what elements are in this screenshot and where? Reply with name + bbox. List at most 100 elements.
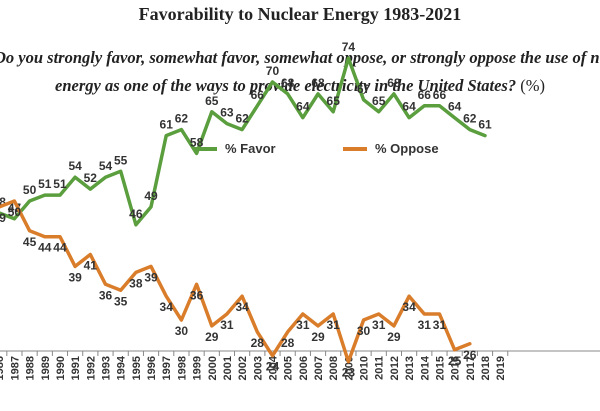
data-label-oppose: 34 — [402, 300, 416, 314]
data-label-favor: 70 — [266, 64, 280, 78]
x-tick-label: 2016 — [450, 356, 462, 380]
data-label-favor: 54 — [99, 159, 113, 173]
chart-legend: % Favor % Oppose — [0, 141, 600, 163]
data-label-oppose: 31 — [296, 318, 310, 332]
data-label-oppose: 34 — [235, 300, 249, 314]
legend-item-oppose: % Oppose — [343, 141, 439, 156]
x-tick-label: 1993 — [101, 356, 113, 380]
x-tick-label: 1995 — [131, 356, 143, 380]
subtitle-line-2: energy as one of the ways to provide ele… — [0, 72, 600, 100]
x-tick-label: 2001 — [222, 356, 234, 380]
legend-swatch-favor — [193, 146, 217, 151]
x-tick-label: 2003 — [252, 356, 264, 380]
data-label-oppose: 45 — [23, 235, 37, 249]
series-line-oppose — [0, 199, 472, 364]
data-label-oppose: 26 — [463, 348, 477, 362]
data-label-favor: 55 — [114, 153, 128, 167]
data-label-favor: 62 — [463, 112, 477, 126]
legend-label-oppose: % Oppose — [375, 141, 439, 156]
legend-label-favor: % Favor — [225, 141, 276, 156]
data-label-favor: 49 — [144, 189, 158, 203]
subtitle-unit: (%) — [520, 76, 545, 95]
x-tick-label: 1992 — [85, 356, 97, 380]
x-tick-label: 2005 — [283, 356, 295, 380]
x-tick-label: 2009 — [343, 356, 355, 380]
data-label-favor: 51 — [38, 177, 52, 191]
data-label-oppose: 44 — [53, 241, 67, 255]
data-label-favor: 54 — [68, 159, 82, 173]
data-label-favor: 62 — [175, 112, 189, 126]
data-label-favor: 50 — [23, 183, 37, 197]
data-label-favor: 68 — [281, 76, 295, 90]
x-tick-label: 2011 — [374, 356, 386, 380]
data-label-favor: 66 — [251, 88, 265, 102]
data-label-oppose: 34 — [160, 300, 174, 314]
data-label-oppose: 49 — [0, 211, 6, 225]
x-tick-label: 2004 — [267, 355, 279, 380]
data-label-oppose: 31 — [433, 318, 447, 332]
data-label-favor: 74 — [342, 40, 356, 54]
data-label-favor: 61 — [478, 118, 492, 132]
data-label-oppose: 30 — [175, 324, 189, 338]
data-label-oppose: 39 — [68, 270, 82, 284]
x-tick-label: 1999 — [192, 356, 204, 380]
data-label-favor: 46 — [129, 207, 143, 221]
x-tick-label: 2017 — [465, 356, 477, 380]
x-tick-label: 2015 — [434, 356, 446, 380]
data-label-favor: 66 — [418, 88, 432, 102]
data-label-oppose: 41 — [84, 259, 98, 273]
legend-swatch-oppose — [343, 146, 367, 151]
data-label-oppose: 28 — [251, 336, 265, 350]
data-label-oppose: 24 — [266, 360, 280, 374]
x-tick-label: 2008 — [328, 356, 340, 380]
x-tick-label: 1989 — [40, 356, 52, 380]
data-label-favor: 52 — [84, 171, 98, 185]
data-label-favor: 65 — [372, 94, 386, 108]
x-tick-label: 1986 — [0, 356, 6, 380]
data-label-oppose: 38 — [129, 276, 143, 290]
data-label-favor: 66 — [433, 88, 447, 102]
data-label-favor: 68 — [311, 76, 325, 90]
data-label-favor: 63 — [220, 106, 234, 120]
data-label-oppose: 31 — [220, 318, 234, 332]
legend-item-favor: % Favor — [193, 141, 276, 156]
data-label-oppose: 31 — [372, 318, 386, 332]
x-tick-label: 2007 — [313, 356, 325, 380]
data-label-favor: 62 — [235, 112, 249, 126]
x-tick-label: 2010 — [359, 356, 371, 380]
chart-subtitle: Do you strongly favor, somewhat favor, s… — [0, 44, 600, 100]
data-label-oppose: 36 — [99, 288, 113, 302]
data-label-oppose: 36 — [190, 288, 204, 302]
data-label-favor: 51 — [53, 177, 67, 191]
data-label-favor: 64 — [448, 100, 462, 114]
data-label-favor: 65 — [205, 94, 219, 108]
x-tick-label: 1988 — [25, 356, 37, 380]
data-label-favor: 61 — [160, 118, 174, 132]
data-label-favor: 67 — [357, 82, 371, 96]
x-tick-label: 2019 — [495, 356, 507, 380]
x-tick-label: 1991 — [70, 356, 82, 380]
x-tick-label: 2006 — [298, 356, 310, 380]
x-tick-label: 1990 — [55, 356, 67, 380]
data-label-oppose: 35 — [114, 294, 128, 308]
data-label-oppose: 31 — [327, 318, 341, 332]
data-label-oppose: 29 — [205, 330, 219, 344]
x-tick-label: 2000 — [207, 356, 219, 380]
data-label-oppose: 29 — [311, 330, 325, 344]
chart-title: Favorability to Nuclear Energy 1983-2021 — [138, 4, 462, 24]
x-tick-label: 2018 — [480, 356, 492, 380]
data-label-favor: 64 — [402, 100, 416, 114]
data-label-favor: 68 — [387, 76, 401, 90]
data-label-oppose: 50 — [8, 205, 22, 219]
x-tick-label: 1998 — [176, 356, 188, 380]
data-label-oppose: 23 — [342, 366, 356, 380]
x-tick-label: 1994 — [116, 355, 128, 380]
x-tick-label: 1997 — [161, 356, 173, 380]
x-tick-label: 2014 — [419, 355, 431, 380]
subtitle-line-1: Do you strongly favor, somewhat favor, s… — [0, 48, 600, 67]
data-label-oppose: 29 — [387, 330, 401, 344]
x-tick-label: 2013 — [404, 356, 416, 380]
data-label-favor: 58 — [190, 135, 204, 149]
data-label-oppose: 28 — [281, 336, 295, 350]
